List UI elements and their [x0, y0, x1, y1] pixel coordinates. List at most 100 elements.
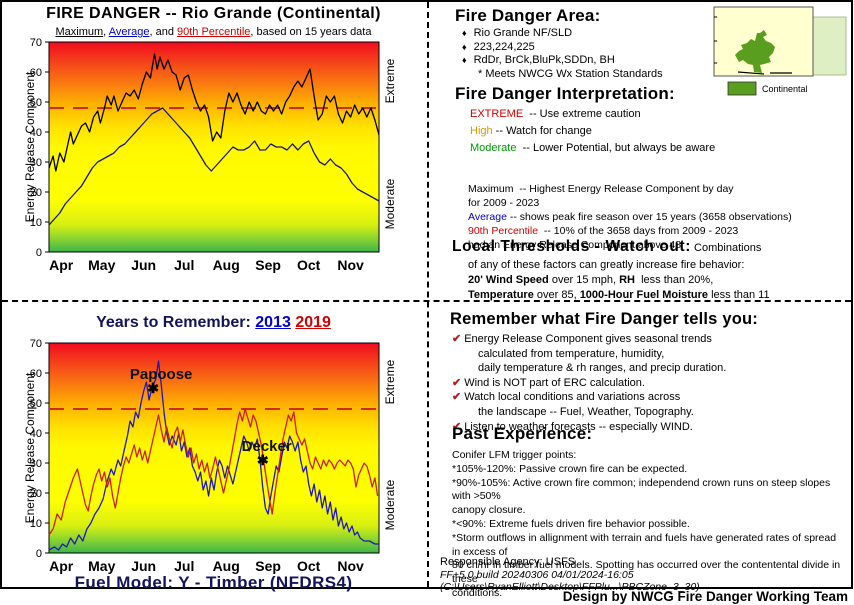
y-tick-label: 10 [30, 518, 42, 530]
list-item: ♦ 223,224,225 [462, 40, 535, 53]
text-line: Average -- shows peak fire season over 1… [468, 211, 792, 223]
band-label-moderate: Moderate [383, 479, 397, 530]
month-label: Jul [174, 558, 194, 574]
band-label-extreme: Extreme [383, 58, 397, 103]
area-map: Continental [708, 3, 850, 104]
y-tick-label: 50 [30, 398, 42, 410]
y-tick-label: 30 [30, 157, 42, 169]
y-tick-label: 10 [30, 217, 42, 229]
y-tick-label: 60 [30, 368, 42, 380]
fire-danger-area-heading: Fire Danger Area: [455, 6, 601, 25]
fire-star-icon: ✱ [147, 380, 159, 396]
fuel-model-label: Fuel Model: Y - Timber (NFDRS4) [74, 573, 353, 592]
fire-danger-area-shape [735, 30, 775, 73]
text-line: 90th Percentile -- 10% of the 3658 days … [468, 225, 739, 237]
month-label: Sep [255, 558, 281, 574]
diamond-bullet-icon: ♦ [462, 28, 467, 38]
text-line: 80 ch/hr in timber fuel models. Spotting… [452, 559, 841, 586]
fire-star-icon: ✱ [257, 452, 269, 468]
map-road-line [737, 71, 765, 75]
y-tick-label: 20 [30, 187, 42, 199]
erc-seasonal-chart-svg: 0 10 20 30 40 50 60 70 Apr May Jun Jul Aug Sep Oct Nov E… [30, 37, 397, 273]
plot-area [48, 342, 380, 554]
month-label: Aug [213, 257, 240, 273]
responsible-agency: Responsible Agency: USFS [440, 556, 576, 568]
month-label: Sep [255, 257, 281, 273]
design-credit: Design by NWCG Fire Danger Working Team [562, 589, 848, 604]
diamond-bullet-icon: ♦ [462, 55, 467, 65]
text-line: 20' Wind Speed over 15 mph, RH less than… [468, 274, 714, 286]
month-label: Apr [49, 558, 74, 574]
month-label: Nov [337, 257, 364, 273]
fire-annotation-label: Decker [242, 438, 292, 455]
checklist-item: ✔ Wind is NOT part of ERC calculation. [452, 376, 645, 389]
text-line: *Storm outflows in allignment with terra… [452, 531, 837, 558]
text-line: Maximum -- Highest Energy Release Compon… [468, 183, 734, 195]
list-item: ♦ Rio Grande NF/SLD [462, 27, 573, 39]
map-legend-label: Continental [762, 84, 808, 94]
local-thresholds-lines: of any of these factors can greatly incr… [468, 258, 770, 303]
y-tick-label: 40 [30, 127, 42, 139]
plot-area [48, 41, 380, 253]
area-map-svg: Continental [713, 6, 847, 96]
legend-description-lines: Maximum -- Highest Energy Release Compon… [468, 182, 792, 252]
check-icon: ✔ [452, 333, 462, 345]
erc-seasonal-chart: 0 10 20 30 40 50 60 70 Apr May Jun Jul Aug Sep Oct Nov E… [9, 36, 415, 290]
month-label: Nov [337, 558, 364, 574]
month-label: Jun [131, 257, 156, 273]
diamond-bullet-icon: ♦ [462, 41, 467, 52]
y-tick-label: 70 [30, 338, 42, 350]
past-experience-lines: Conifer LFM trigger points: *105%-120%: P… [452, 449, 846, 601]
interpretation-heading: Fire Danger Interpretation: [455, 84, 675, 103]
checklist-item: ✔ Watch local conditions and variations a… [452, 391, 681, 404]
text-line: *105%-120%: Passive crown fire can be ex… [452, 462, 688, 475]
text-line: High -- Watch for change [470, 125, 592, 137]
chart-subtitle-legend: Maximum, Average, and 90th Percentile, b… [55, 26, 372, 38]
series-line-2019 [48, 408, 379, 536]
text-line: canopy closure. [452, 504, 526, 517]
text-line: Moderate -- Lower Potential, but always … [470, 142, 716, 154]
remember-heading: Remember what Fire Danger tells you: [450, 310, 758, 328]
month-label: Jun [131, 558, 156, 574]
check-icon: ✔ [452, 376, 462, 389]
years-chart-svg: 0 10 20 30 40 50 60 70 Apr May Jun Jul Aug Sep Oct Nov E… [30, 338, 397, 574]
checklist-item: ✔ Listen to weather forecasts -- especial… [452, 420, 693, 433]
text-line: EXTREME -- Use extreme caution [470, 108, 641, 120]
fire-danger-area-list: ♦ Rio Grande NF/SLD ♦ 223,224,225 ♦ RdDr, BrC… [462, 27, 702, 81]
y-tick-label: 0 [36, 247, 42, 259]
y-tick-label: 60 [30, 67, 42, 79]
list-item: ♦ RdDr, BrCk,BluPk,SDDn, BH [462, 54, 615, 66]
checklist-item: ✔ Energy Release Component gives seasonal… [452, 333, 712, 345]
month-label: Jul [174, 257, 194, 273]
series-line-2013 [48, 360, 379, 551]
checklist-item: calculated from temperature, humidity, [478, 347, 665, 360]
years-to-remember-title: Years to Remember: 2013 2019 [96, 314, 331, 331]
checklist-item: daily temperature & rh ranges, and preci… [478, 362, 727, 375]
check-icon: ✔ [452, 391, 462, 404]
y-tick-label: 50 [30, 97, 42, 109]
month-label: May [88, 257, 115, 273]
y-tick-label: 20 [30, 488, 42, 500]
check-icon: ✔ [452, 420, 462, 433]
report-border [0, 0, 853, 589]
y-tick-label: 0 [36, 548, 42, 560]
series-line-average [48, 107, 380, 226]
remember-checklist: ✔ Energy Release Component gives seasonal… [452, 332, 726, 434]
past-experience-heading: Past Experience: [452, 424, 593, 443]
series-line-maximum [48, 53, 380, 172]
month-label: Oct [297, 558, 321, 574]
y-tick-label: 30 [30, 458, 42, 470]
text-line: Conifer LFM trigger points: [452, 449, 577, 461]
month-label: Aug [213, 558, 240, 574]
text-line: of any of these factors can greatly incr… [468, 259, 745, 271]
vertical-divider [427, 2, 429, 587]
month-label: Oct [297, 257, 321, 273]
page-title: FIRE DANGER -- Rio Grande (Continental) [46, 5, 381, 22]
map-adjacent-area [811, 16, 847, 76]
text-line: for 2009 - 2023 [468, 197, 540, 209]
list-item: * Meets NWCG Wx Station Standards [478, 67, 663, 80]
build-info: FF+5.0 build 20240306 04/01/2024-16:05 (… [440, 569, 700, 593]
band-label-extreme: Extreme [383, 359, 397, 404]
checklist-item: the landscape -- Fuel, Weather, Topograp… [478, 405, 694, 418]
